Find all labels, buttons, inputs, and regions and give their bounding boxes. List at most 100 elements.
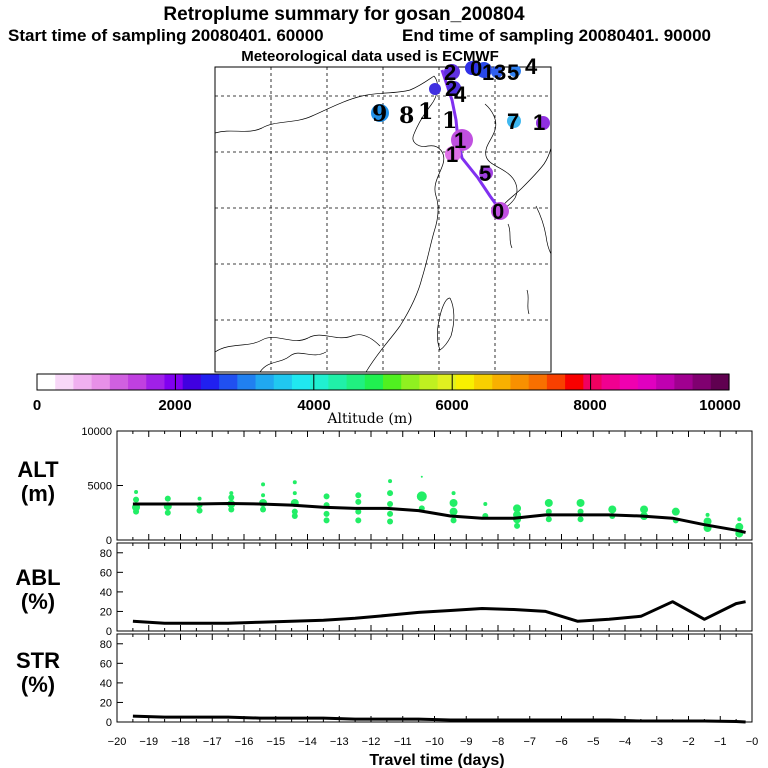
colorbar-tick-label: 6000: [435, 397, 468, 414]
colorbar-swatch: [656, 374, 675, 390]
colorbar-swatch: [182, 374, 202, 390]
colorbar-swatch: [219, 374, 238, 390]
x-tick-label: −9: [460, 736, 473, 748]
x-tick-label: −20: [108, 736, 127, 748]
colorbar-swatch: [474, 374, 493, 390]
plume-circle: [479, 166, 493, 180]
altitude-dot: [261, 493, 266, 498]
altitude-dot: [608, 505, 617, 514]
altitude-dot: [449, 498, 458, 507]
plume-circle: [371, 104, 389, 122]
plume-circle: [491, 202, 509, 220]
plume-circles: [371, 61, 550, 220]
colorbar-swatch: [437, 374, 457, 390]
altitude-dot: [451, 491, 456, 496]
y-tick-label: 0: [106, 535, 112, 547]
altitude-dot: [355, 517, 362, 524]
abl-panel-label: ABL: [15, 565, 60, 590]
altitude-dot: [514, 522, 521, 529]
altitude-dot: [545, 516, 552, 523]
x-tick-label: −8: [492, 736, 505, 748]
altitude-dot: [229, 491, 234, 496]
series-line: [132, 502, 746, 534]
altitude-dot: [164, 495, 171, 502]
altitude-dot: [134, 490, 139, 495]
x-tick-label: −12: [362, 736, 381, 748]
plume-circle: [447, 81, 461, 95]
plume-label: 1: [454, 128, 466, 153]
colorbar-swatch: [109, 374, 129, 390]
colorbar-tick-label: 2000: [158, 397, 191, 414]
y-tick-label: 20: [100, 606, 112, 618]
altitude-dot: [323, 510, 330, 517]
altitude-dot: [416, 491, 427, 502]
colorbar-swatch: [200, 374, 220, 390]
plume-circle: [509, 65, 521, 77]
plume-label: 8: [399, 103, 414, 129]
altitude-dot: [387, 490, 394, 497]
x-tick-label: −17: [203, 736, 222, 748]
colorbar-swatch: [255, 374, 275, 390]
colorbar-swatch: [492, 374, 512, 390]
altitude-colorbar: [36, 373, 730, 391]
x-tick-label: −15: [266, 736, 285, 748]
colorbar-tick-label: 10000: [699, 397, 741, 414]
plume-label: 7: [507, 109, 519, 134]
x-tick-label: −2: [682, 736, 695, 748]
altitude-dot: [355, 508, 362, 515]
altitude-dot: [133, 508, 140, 515]
altitude-dot: [291, 513, 298, 520]
altitude-dot: [388, 479, 393, 484]
x-tick-label: −7: [523, 736, 536, 748]
altitude-dot: [292, 491, 297, 496]
colorbar-ticks: 0 2000 4000 6000 8000 10000: [33, 397, 741, 414]
altitude-dot: [228, 494, 235, 501]
plume-circle: [536, 116, 550, 130]
plume-label: 9: [372, 101, 387, 127]
colorbar-swatch: [364, 374, 384, 390]
colorbar-tick-label: 0: [33, 397, 41, 414]
x-tick-label: −3: [650, 736, 663, 748]
altitude-dot: [323, 517, 330, 524]
altitude-dot: [705, 512, 710, 517]
panel-frame: [116, 542, 753, 632]
x-tick-label: −16: [235, 736, 254, 748]
plume-label: 4: [525, 54, 538, 79]
colorbar-swatch: [346, 374, 366, 390]
colorbar-axis-label: Altitude (m): [326, 411, 412, 427]
colorbar-swatch: [601, 374, 621, 390]
colorbar-swatch: [164, 374, 184, 390]
y-tick-label: 0: [106, 717, 112, 729]
colorbar-tick-label: 4000: [297, 397, 330, 414]
plume-circle: [476, 62, 492, 78]
altitude-dot: [387, 501, 394, 508]
altitude-dot: [577, 508, 584, 515]
altitude-dot: [387, 510, 394, 517]
altitude-dot: [483, 502, 488, 507]
altitude-dot: [735, 522, 744, 531]
altitude-dot: [671, 507, 680, 516]
plume-label: 1: [418, 99, 433, 125]
end-time-label: End time of sampling 20080401. 90000: [402, 26, 711, 45]
alt-panel-unit: (m): [21, 481, 55, 506]
colorbar-swatch: [383, 374, 402, 390]
map-coastlines: [214, 75, 552, 373]
plume-circle: [465, 61, 479, 75]
altitude-dot: [737, 517, 742, 522]
plume-label: 0: [470, 56, 482, 81]
colorbar-swatch: [419, 374, 439, 390]
trajectory-map: 2 0 1 3 5 4 2 4 9 8 1 1 7 1 1 1 5 0: [214, 54, 552, 373]
x-tick-label: −11: [394, 736, 412, 748]
colorbar-swatch: [692, 374, 712, 390]
x-tick-label: −1: [714, 736, 727, 748]
start-time-label: Start time of sampling 20080401. 60000: [8, 26, 324, 45]
colorbar-swatch: [73, 374, 93, 390]
colorbar-swatch: [510, 374, 530, 390]
altitude-dot: [577, 516, 584, 523]
colorbar-swatch: [237, 374, 257, 390]
plume-circle: [429, 83, 441, 95]
altitude-dot: [420, 475, 423, 478]
colorbar-swatch: [565, 374, 584, 390]
plume-label: 5: [507, 60, 519, 85]
